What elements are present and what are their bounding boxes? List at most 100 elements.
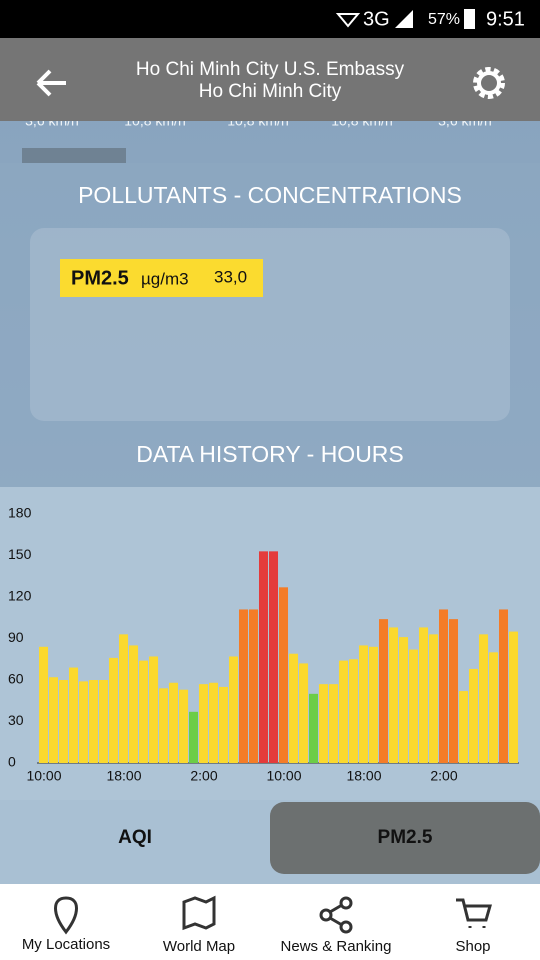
battery-icon — [464, 9, 475, 29]
share-node — [339, 896, 353, 910]
nav-label[interactable]: News & Ranking — [281, 938, 392, 955]
bar — [299, 663, 308, 763]
bar — [339, 660, 348, 763]
bar — [119, 634, 128, 763]
tab-label[interactable]: AQI — [118, 827, 152, 848]
y-tick-label: 180 — [8, 505, 32, 521]
bar — [49, 677, 58, 763]
bottom-nav — [0, 884, 540, 960]
x-tick-label: 10:00 — [266, 768, 301, 784]
bar — [249, 609, 258, 763]
bar — [159, 688, 168, 763]
y-tick-label: 0 — [8, 754, 16, 770]
section-heading: POLLUTANTS - CONCENTRATIONS — [78, 182, 462, 208]
gear-ring — [477, 71, 501, 95]
nav-label[interactable]: World Map — [163, 938, 235, 955]
location-icon[interactable] — [54, 896, 78, 935]
bar — [449, 619, 458, 763]
bar — [319, 684, 328, 763]
map-icon[interactable] — [182, 895, 216, 931]
y-tick-label: 30 — [8, 712, 24, 728]
signal-icon — [395, 10, 413, 28]
bar — [419, 627, 428, 763]
cart-icon[interactable] — [456, 898, 492, 928]
section-heading: DATA HISTORY - HOURS — [136, 441, 404, 467]
bar — [469, 668, 478, 763]
bar — [279, 587, 288, 763]
bar — [59, 680, 68, 763]
bar — [289, 653, 298, 763]
bar — [259, 551, 268, 763]
network: 3G — [363, 8, 390, 30]
bar — [459, 691, 468, 763]
bar — [239, 609, 248, 763]
bar — [109, 657, 118, 763]
pollutant-unit: µg/m3 — [141, 269, 189, 288]
bar — [99, 680, 108, 763]
share-link — [329, 903, 343, 927]
bar — [479, 634, 488, 763]
share-node — [339, 920, 353, 934]
x-tick-label: 18:00 — [346, 768, 381, 784]
bar — [489, 652, 498, 763]
battery: 57% — [428, 11, 460, 28]
x-tick-label: 2:00 — [190, 768, 217, 784]
nav-label[interactable]: My Locations — [22, 936, 110, 953]
wifi-icon — [335, 13, 361, 28]
bar — [209, 682, 218, 763]
bar — [399, 637, 408, 763]
back-button[interactable] — [36, 69, 66, 97]
pollutant-chip[interactable] — [60, 259, 263, 297]
bar — [499, 609, 508, 763]
bar — [379, 619, 388, 763]
bar — [429, 634, 438, 763]
share-node — [319, 908, 333, 922]
nav-label[interactable]: Shop — [455, 938, 490, 955]
tab-selected[interactable] — [270, 802, 540, 874]
share-icon[interactable] — [319, 896, 353, 934]
history-chart: 0 30 60 90 120 150 180 10:00 18:00 2:00 10:00 18:00… — [8, 505, 519, 784]
pollutants-card — [30, 228, 510, 421]
bar — [439, 609, 448, 763]
gear-teeth — [473, 67, 505, 99]
app-bar — [0, 38, 540, 121]
y-tick-label: 150 — [8, 546, 32, 562]
bar — [349, 659, 358, 763]
x-tick-label: 2:00 — [430, 768, 457, 784]
scroll-indicator — [22, 148, 126, 163]
bar — [69, 667, 78, 763]
x-tick-label: 18:00 — [106, 768, 141, 784]
bar — [139, 660, 148, 763]
bar — [389, 627, 398, 763]
bar — [229, 656, 238, 763]
time: 9:51 — [486, 8, 525, 30]
bar — [269, 551, 278, 763]
y-tick-label: 90 — [8, 629, 24, 645]
y-tick-label: 120 — [8, 588, 32, 604]
bar — [219, 686, 228, 763]
city-name: Ho Chi Minh City — [199, 81, 342, 102]
bar — [329, 684, 338, 763]
bar — [169, 682, 178, 763]
bar — [369, 646, 378, 763]
pollutant-value: 33,0 — [214, 267, 247, 286]
station-name: Ho Chi Minh City U.S. Embassy — [136, 59, 405, 80]
settings-button[interactable] — [473, 67, 505, 99]
pollutant-name: PM2.5 — [71, 267, 129, 289]
bar — [149, 656, 158, 763]
bar — [89, 680, 98, 763]
bar — [509, 631, 518, 763]
bar — [39, 646, 48, 763]
y-tick-label: 60 — [8, 671, 24, 687]
bar — [409, 649, 418, 763]
bar — [79, 681, 88, 763]
bar — [309, 693, 318, 763]
status-bar — [0, 0, 540, 38]
bar — [199, 684, 208, 763]
bar — [359, 645, 368, 763]
tab-label[interactable]: PM2.5 — [378, 827, 433, 848]
bar — [179, 689, 188, 763]
x-tick-label: 10:00 — [26, 768, 61, 784]
